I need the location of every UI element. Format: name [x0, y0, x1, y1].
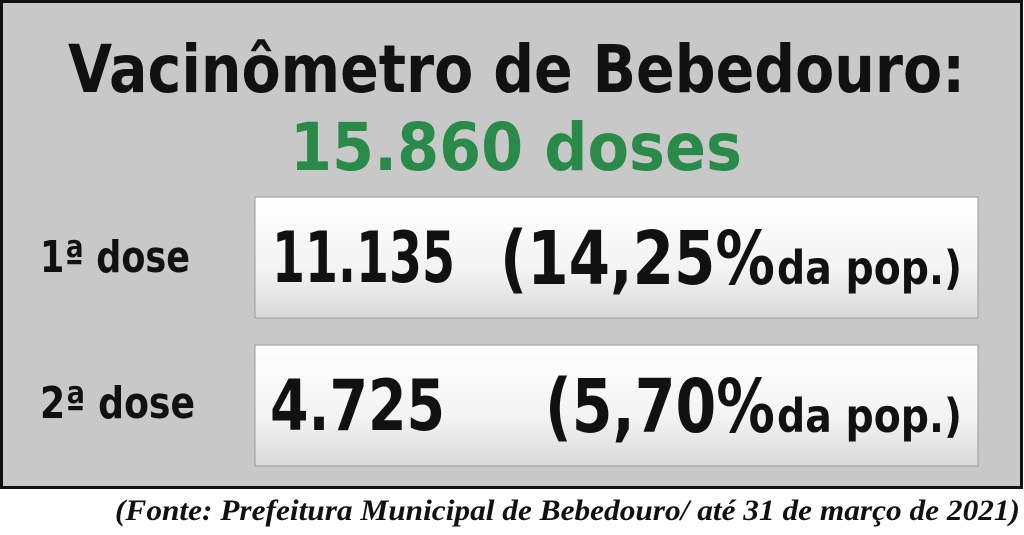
total-doses: 15.860 doses: [290, 109, 742, 186]
row-count: 11.135: [272, 217, 455, 299]
row-box: [254, 196, 979, 319]
title: Vacinômetro de Bebedouro:: [68, 31, 965, 108]
row-percent: (14,25%: [500, 216, 775, 302]
row-box: [254, 344, 979, 467]
row-suffix: da pop.): [777, 389, 962, 443]
row-percent: (5,70%: [545, 364, 775, 450]
source-note: (Fonte: Prefeitura Municipal de Bebedour…: [115, 494, 1020, 527]
row-label: 2ª dose: [40, 378, 195, 429]
row-suffix: da pop.): [777, 241, 962, 295]
row-count: 4.725: [270, 365, 445, 447]
row-label: 1ª dose: [40, 232, 190, 283]
